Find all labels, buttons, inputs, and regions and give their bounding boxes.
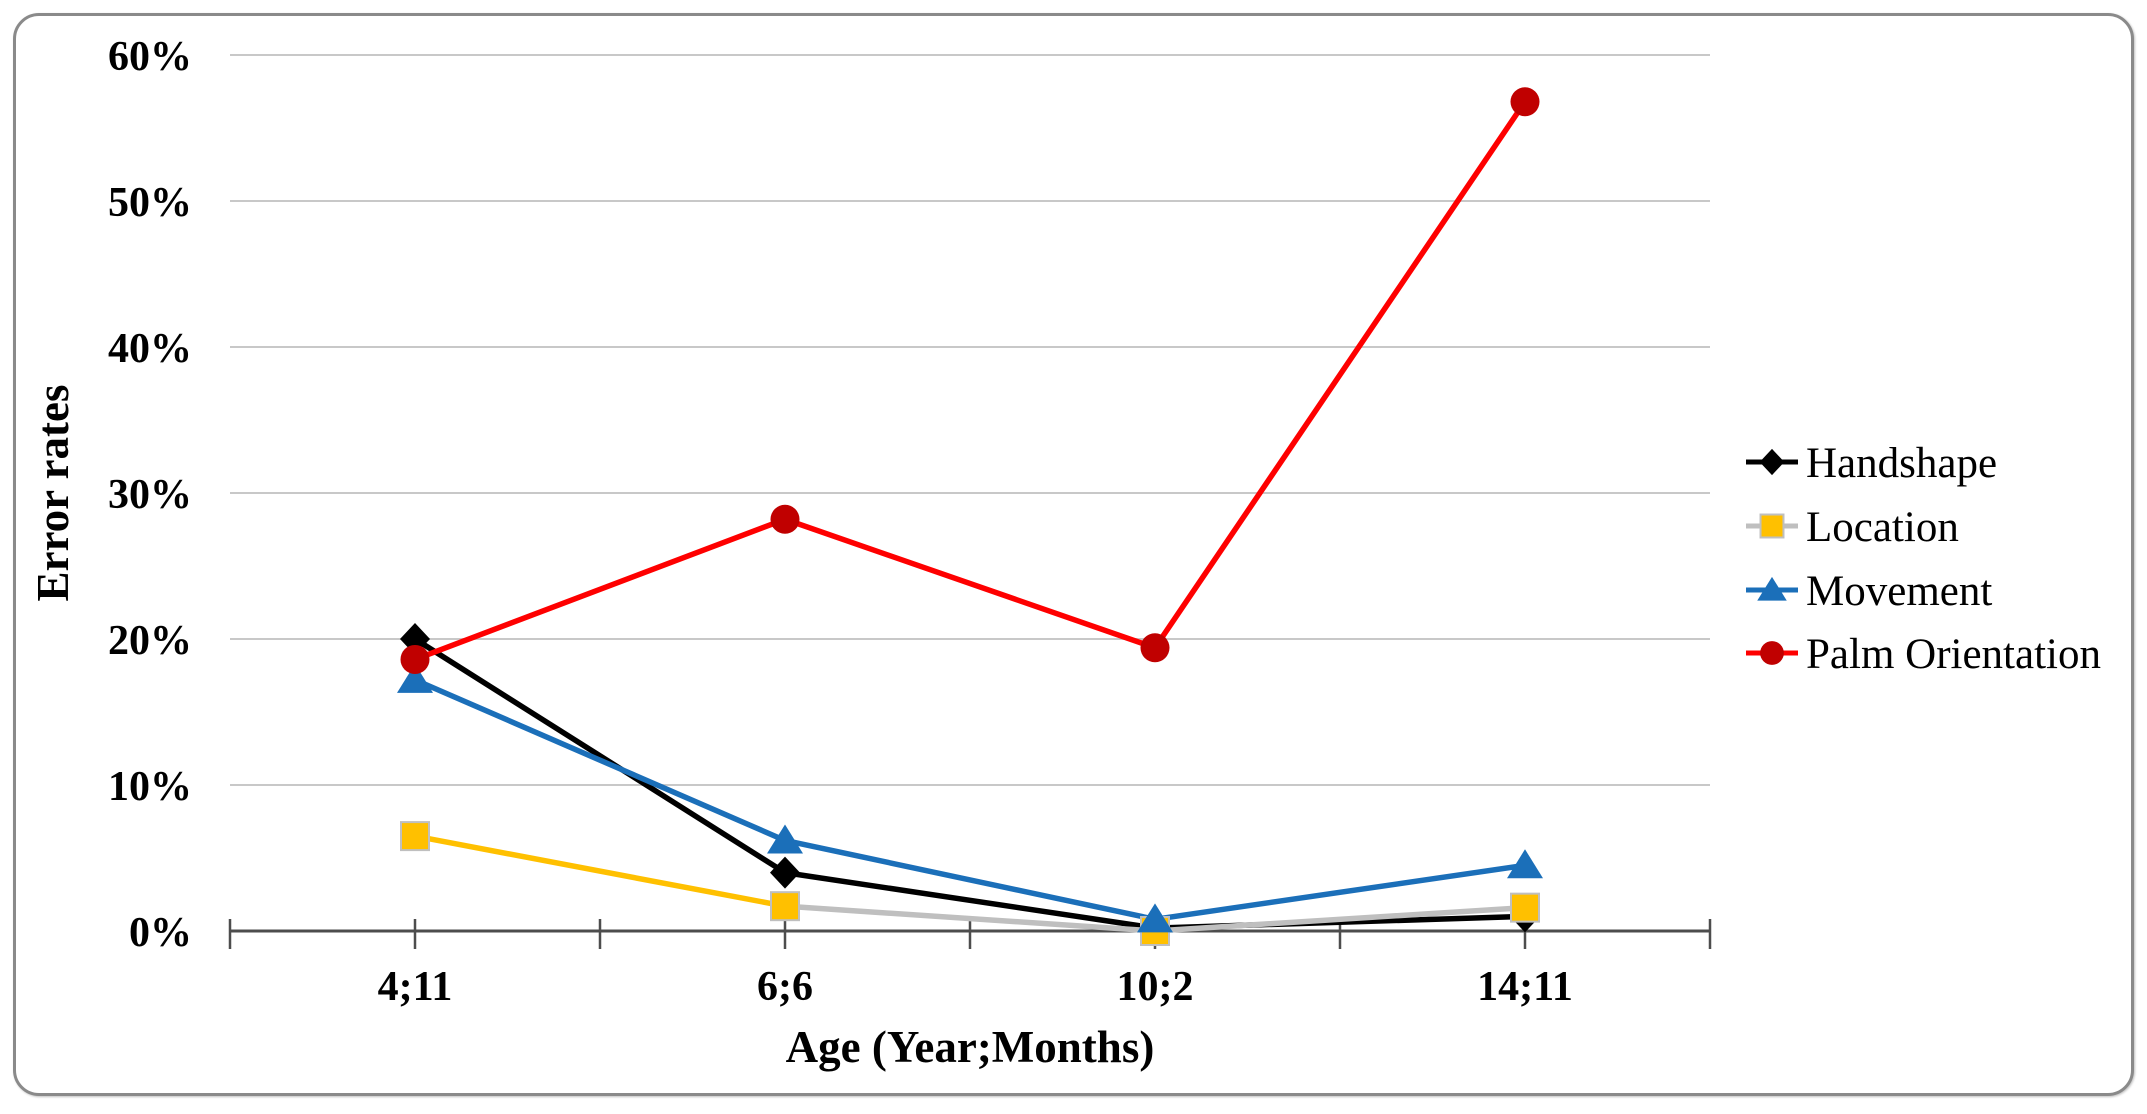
x-axis-tick-label: 10;2 bbox=[1117, 964, 1194, 1010]
x-axis-tick-label: 4;11 bbox=[378, 964, 453, 1010]
legend-item-palm-orientation-marker bbox=[1760, 641, 1784, 665]
series-line-handshape bbox=[412, 636, 788, 876]
series-line-palm-orientation bbox=[1152, 98, 1528, 651]
series-line-movement bbox=[412, 677, 788, 844]
y-axis-title: Error rates bbox=[28, 384, 78, 601]
marker-location bbox=[770, 891, 800, 922]
series-line-palm-orientation bbox=[412, 516, 788, 663]
series-line-location bbox=[782, 903, 1158, 934]
series-line-movement bbox=[782, 837, 1158, 923]
marker-movement bbox=[397, 663, 433, 693]
marker-palm-orientation bbox=[770, 504, 800, 534]
y-axis-tick-label: 30% bbox=[108, 472, 192, 518]
legend-item-location-marker bbox=[1759, 513, 1785, 539]
marker-palm-orientation bbox=[1510, 87, 1540, 117]
series-line-location bbox=[1152, 904, 1528, 934]
marker-location bbox=[400, 821, 430, 852]
marker-palm-orientation bbox=[400, 644, 430, 674]
marker-palm-orientation bbox=[1140, 633, 1170, 663]
y-axis-tick-label: 60% bbox=[108, 34, 192, 80]
marker-handshape bbox=[770, 856, 800, 889]
series-line-location bbox=[412, 833, 788, 909]
y-axis-tick-label: 40% bbox=[108, 326, 192, 372]
marker-movement bbox=[1137, 903, 1173, 933]
y-axis-tick-label: 20% bbox=[108, 618, 192, 664]
marker-handshape bbox=[400, 623, 430, 655]
y-axis-tick-label: 50% bbox=[108, 180, 192, 226]
y-axis-tick-label: 0% bbox=[129, 910, 192, 956]
legend-item-movement-label: Movement bbox=[1806, 568, 1992, 615]
y-axis-tick-label: 10% bbox=[108, 764, 192, 810]
x-axis-title: Age (Year;Months) bbox=[786, 1022, 1155, 1072]
legend-item-handshape-label: Handshape bbox=[1806, 440, 1997, 487]
x-axis-tick-label: 14;11 bbox=[1477, 964, 1573, 1010]
series-line-handshape bbox=[782, 869, 1158, 931]
legend-item-palm-orientation-label: Palm Orientation bbox=[1806, 631, 2101, 678]
legend-item-handshape-marker bbox=[1759, 448, 1785, 476]
series-line-movement bbox=[1152, 862, 1528, 923]
marker-location bbox=[1510, 892, 1540, 923]
marker-movement bbox=[1507, 849, 1543, 879]
x-axis-tick-label: 6;6 bbox=[757, 964, 813, 1010]
series-line-palm-orientation bbox=[782, 516, 1158, 651]
legend-item-movement-marker bbox=[1757, 576, 1787, 601]
legend-item-location-label: Location bbox=[1806, 504, 1959, 551]
marker-movement bbox=[767, 824, 803, 854]
